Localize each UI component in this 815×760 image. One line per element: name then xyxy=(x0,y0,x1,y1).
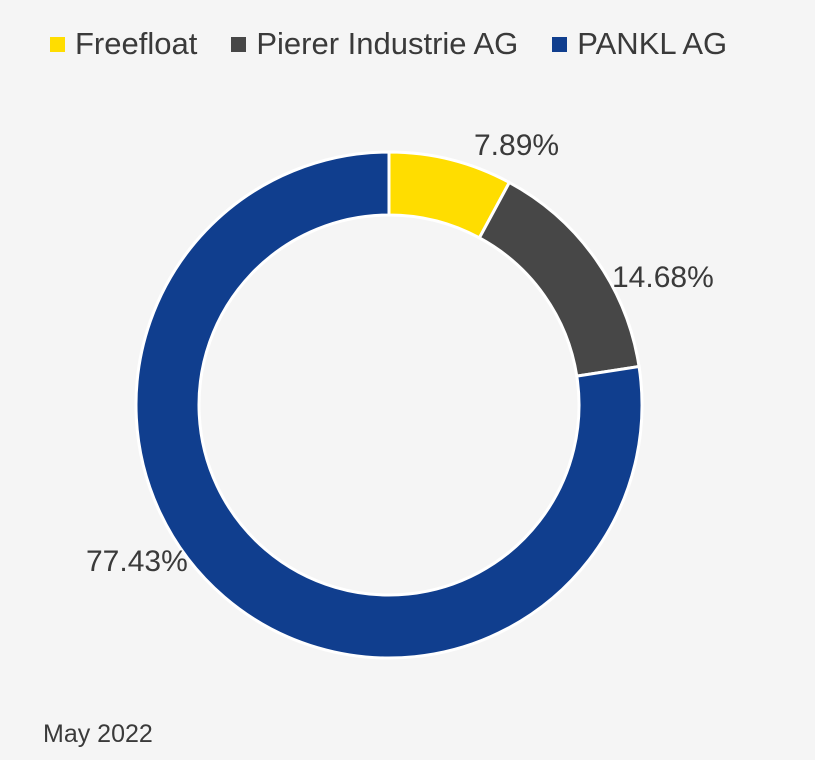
legend-label-pierer: Pierer Industrie AG xyxy=(256,26,519,61)
legend-item-pankl: PANKL AG xyxy=(552,26,727,62)
chart-legend: Freefloat Pierer Industrie AG PANKL AG xyxy=(50,26,727,62)
donut-slice-pankl xyxy=(134,150,644,660)
data-label-pankl: 77.43% xyxy=(86,545,188,578)
data-label-pierer: 14.68% xyxy=(612,261,714,294)
legend-swatch-freefloat xyxy=(50,36,65,52)
footnote-date: May 2022 xyxy=(43,720,153,748)
legend-item-pierer: Pierer Industrie AG xyxy=(231,26,518,62)
donut-slices xyxy=(134,150,644,660)
legend-label-pankl: PANKL AG xyxy=(577,26,728,61)
legend-swatch-pankl xyxy=(552,36,568,52)
data-label-freefloat: 7.89% xyxy=(474,129,560,162)
legend-item-freefloat: Freefloat xyxy=(50,26,197,62)
legend-label-freefloat: Freefloat xyxy=(75,26,198,61)
legend-swatch-pierer xyxy=(231,36,247,52)
